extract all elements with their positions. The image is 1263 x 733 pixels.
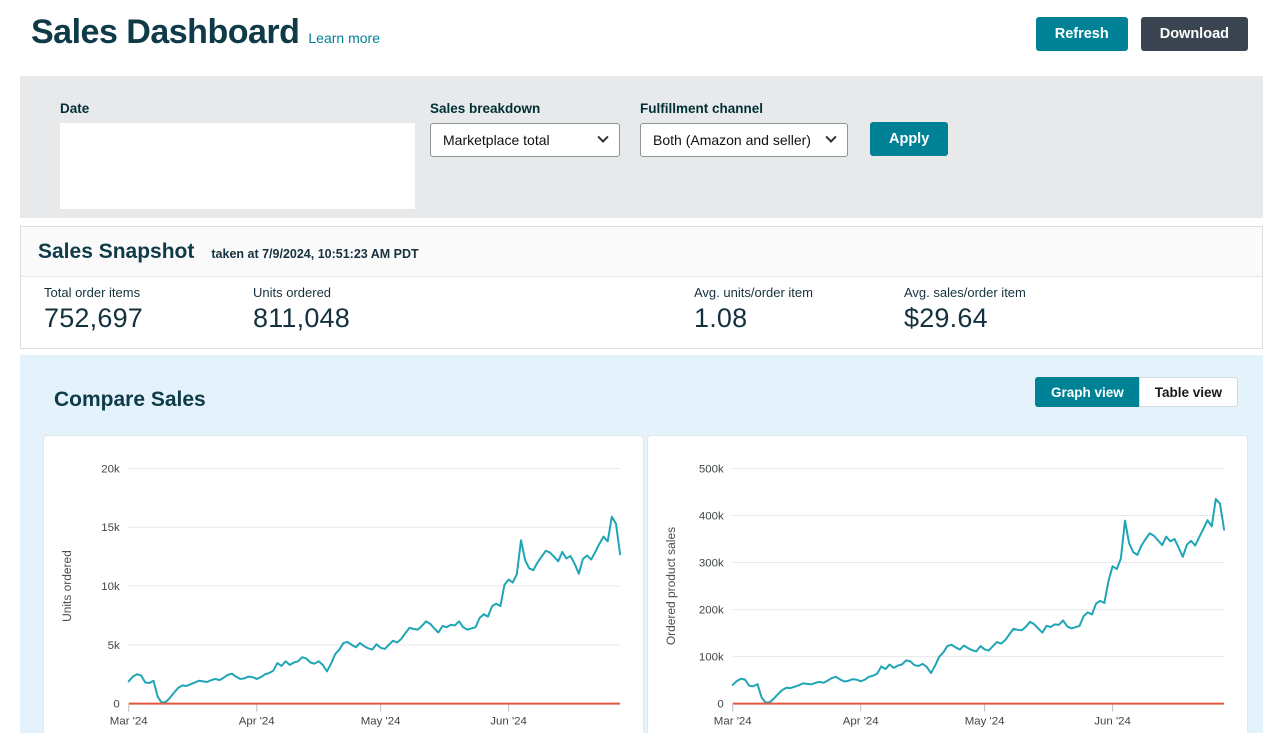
stat-value: 752,697 — [44, 303, 143, 333]
snapshot-stats-row: Total order items 752,697 Units ordered … — [21, 277, 1262, 348]
line-chart-svg: 0 5k 10k 15k 20k Mar '24 Apr '24 May '24 Jun '24… — [60, 463, 622, 728]
title-row: Sales Dashboard Learn more — [0, 0, 1263, 52]
line-chart-svg: 0 100k 200k 300k 400k 500k Mar '24 Apr '24 May '… — [664, 463, 1226, 728]
sales-breakdown-label: Sales breakdown — [430, 101, 541, 116]
svg-text:Jun '24: Jun '24 — [490, 716, 527, 728]
svg-text:Units ordered: Units ordered — [60, 550, 74, 622]
svg-text:Apr '24: Apr '24 — [843, 716, 880, 728]
svg-text:400k: 400k — [699, 510, 724, 522]
svg-text:Apr '24: Apr '24 — [239, 716, 276, 728]
page-title: Sales Dashboard — [31, 13, 300, 51]
apply-button[interactable]: Apply — [870, 122, 949, 156]
fulfillment-channel-group: Fulfillment channel Both (Amazon and sel… — [640, 101, 848, 157]
view-toggle: Graph view Table view — [1034, 377, 1238, 407]
svg-text:100k: 100k — [699, 652, 724, 664]
stat-label: Units ordered — [253, 285, 332, 300]
stat-avg-sales-per-order-item: Avg. sales/order item $29.64 — [904, 285, 1026, 334]
sales-breakdown-value: Marketplace total — [443, 132, 550, 148]
stat-avg-units-per-order-item: Avg. units/order item 1.08 — [694, 285, 813, 334]
stat-label: Avg. sales/order item — [904, 285, 1026, 300]
svg-text:200k: 200k — [699, 605, 724, 617]
table-view-button[interactable]: Table view — [1138, 377, 1238, 407]
compare-sales-title: Compare Sales — [54, 388, 206, 411]
units-ordered-chart[interactable]: 0 5k 10k 15k 20k Mar '24 Apr '24 May '24 Jun '24… — [43, 435, 644, 733]
svg-text:5k: 5k — [108, 640, 120, 652]
ordered-product-sales-chart[interactable]: 0 100k 200k 300k 400k 500k Mar '24 Apr '24 May '… — [647, 435, 1248, 733]
svg-text:Mar '24: Mar '24 — [714, 716, 752, 728]
svg-text:500k: 500k — [699, 463, 724, 475]
filter-bar: Date Sales breakdown Marketplace total F… — [20, 76, 1263, 218]
charts-row: 0 5k 10k 15k 20k Mar '24 Apr '24 May '24 Jun '24… — [43, 435, 1248, 733]
stat-value: $29.64 — [904, 303, 988, 333]
svg-text:10k: 10k — [101, 581, 120, 593]
sales-snapshot-header: Sales Snapshot taken at 7/9/2024, 10:51:… — [21, 227, 1262, 277]
date-label: Date — [60, 101, 90, 116]
stat-value: 811,048 — [253, 303, 350, 333]
compare-sales-header: Compare Sales Graph view Table view — [20, 355, 1263, 435]
stat-units-ordered: Units ordered 811,048 — [253, 285, 350, 334]
svg-text:Jun '24: Jun '24 — [1094, 716, 1131, 728]
sales-snapshot-section: Sales Snapshot taken at 7/9/2024, 10:51:… — [20, 226, 1263, 349]
stat-value: 1.08 — [694, 303, 748, 333]
chevron-down-icon — [825, 131, 837, 143]
download-button[interactable]: Download — [1140, 17, 1248, 51]
svg-text:Mar '24: Mar '24 — [110, 716, 148, 728]
page-header: Sales Dashboard Learn more Refresh Downl… — [0, 0, 1263, 76]
sales-breakdown-select[interactable]: Marketplace total — [430, 123, 620, 157]
svg-text:Ordered product sales: Ordered product sales — [664, 527, 678, 645]
svg-text:0: 0 — [717, 699, 723, 711]
svg-text:May '24: May '24 — [361, 716, 401, 728]
fulfillment-channel-select[interactable]: Both (Amazon and seller) — [640, 123, 848, 157]
chevron-down-icon — [597, 131, 609, 143]
stat-total-order-items: Total order items 752,697 — [44, 285, 143, 334]
date-filter-group: Date — [60, 101, 415, 209]
header-actions: Refresh Download — [1035, 17, 1248, 51]
learn-more-link[interactable]: Learn more — [308, 30, 380, 46]
svg-text:20k: 20k — [101, 463, 120, 475]
refresh-button[interactable]: Refresh — [1035, 17, 1128, 51]
svg-text:May '24: May '24 — [965, 716, 1005, 728]
fulfillment-channel-value: Both (Amazon and seller) — [653, 132, 811, 148]
svg-text:15k: 15k — [101, 522, 120, 534]
snapshot-timestamp: taken at 7/9/2024, 10:51:23 AM PDT — [211, 247, 419, 261]
fulfillment-channel-label: Fulfillment channel — [640, 101, 764, 116]
compare-sales-section: Compare Sales Graph view Table view 0 5k 1… — [20, 355, 1263, 733]
stat-label: Avg. units/order item — [694, 285, 813, 300]
stat-label: Total order items — [44, 285, 141, 300]
sales-breakdown-group: Sales breakdown Marketplace total — [430, 101, 620, 157]
sales-snapshot-title: Sales Snapshot — [38, 240, 195, 263]
svg-text:0: 0 — [113, 699, 119, 711]
date-range-picker[interactable] — [60, 123, 415, 209]
graph-view-button[interactable]: Graph view — [1034, 377, 1139, 407]
svg-text:300k: 300k — [699, 558, 724, 570]
